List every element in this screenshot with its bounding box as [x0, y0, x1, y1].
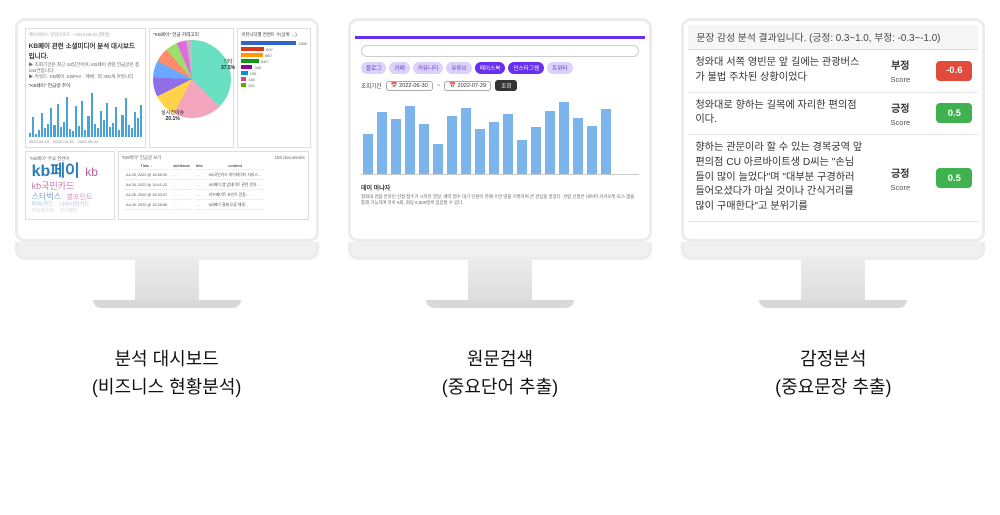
score-badge: 0.5	[936, 103, 972, 123]
bars-chart	[29, 89, 142, 139]
hbar-title: 커뮤니티별 컨텐트 수(상위 …)	[241, 32, 307, 38]
cloud-word: kb	[85, 166, 98, 180]
pie-label: 기타37.5%	[221, 58, 235, 71]
dash-bullet: ▶ 키워드: KB페이, KBPAY · 매체 : 약 300개 커뮤니티	[29, 74, 142, 80]
dash-bullet: ▶ 조회기간은 최근 18일간이며, KB페이 관련 언급글은 총 183건입니…	[29, 62, 142, 74]
date-to[interactable]: 📅 2022-07-29	[444, 81, 491, 91]
table-row[interactable]: Jul 28, 2022 @ 15:41:22……KB페이 앱 업데이트 관련 …	[124, 182, 264, 190]
tag-커뮤니티[interactable]: 커뮤니티	[413, 62, 444, 74]
cloud-word: 리브메이트	[32, 209, 55, 215]
table-col[interactable]: title	[194, 163, 205, 170]
section-title: 데이 마냐자	[361, 183, 639, 192]
search-input[interactable]	[361, 45, 639, 57]
sentiment-row: 청와대 서쪽 영빈문 앞 길에는 관광버스가 불법 주차된 상황이었다부정Sco…	[688, 50, 978, 93]
pie-label: 실시간이슈20.1%	[161, 109, 184, 122]
date-range: 조회기간📅 2022-06-30~📅 2022-07-29조회	[361, 80, 639, 91]
word-cloud: "KB페이" 주요 연관어kb페이 kb kb국민카드 스타벅스 별포인트 비씨…	[25, 151, 115, 220]
app-header	[355, 25, 645, 39]
sentiment-score: 부정Score	[870, 50, 930, 92]
score-badge: -0.6	[936, 61, 972, 81]
monitor-search: 블로그카페커뮤니티유튜브페이스북인스타그램트위터조회기간📅 2022-06-30…	[348, 18, 652, 402]
tag-트위터[interactable]: 트위터	[547, 62, 572, 74]
source-tags: 블로그카페 커뮤니티유튜브 페이스북인스타그램트위터	[361, 62, 639, 74]
caption-1-l1: 분석 대시보드	[114, 349, 218, 369]
table-row[interactable]: Jul 28, 2022 @ 15:33:07……리브메이트 포인트 전환…	[124, 192, 264, 200]
cloud-word: kb국민카드	[32, 181, 75, 191]
caption-3-l2: (중요문장 추출)	[775, 377, 891, 397]
sentiment-text: 향하는 관문이라 할 수 있는 경복궁역 앞 편의점 CU 아르바이트생 D씨는…	[688, 135, 870, 221]
table-col[interactable]: siteName	[171, 163, 192, 170]
sentiment-label: 부정	[891, 57, 909, 72]
monitor-dashboard: 페이서비스 일일리포트 ~ 2022-05-02 [매일] KB페이 관련 소셜미…	[15, 18, 319, 402]
caption-3-l1: 감정분석	[800, 349, 866, 369]
dash-title: KB페이 관련 소셜미디어 분석 대시보드 입니다.	[29, 40, 142, 60]
sentiment-label: 긍정	[891, 165, 909, 180]
pie-title: "KB페이" 언급 카테고리	[153, 32, 230, 38]
sentiment-score: 긍정Score	[870, 135, 930, 221]
cloud-word: kb페이	[32, 163, 80, 181]
sentiment-text: 청와대 서쪽 영빈문 앞 길에는 관광버스가 불법 주차된 상황이었다	[688, 50, 870, 92]
tag-유튜브[interactable]: 유튜브	[446, 62, 471, 74]
sentiment-score: 긍정Score	[870, 93, 930, 135]
section-paragraph: 청와대 관람 온라인 신청 접수가 시작된 첫날, 예약 접수 대기 인원이 한…	[361, 194, 639, 205]
sentiment-note: 문장 감성 분석 결과입니다. (긍정: 0.3~1.0, 부정: -0.3~-…	[688, 25, 978, 50]
score-badge: 0.5	[936, 168, 972, 188]
monitor-sentiment: 문장 감성 분석 결과입니다. (긍정: 0.3~1.0, 부정: -0.3~-…	[681, 18, 985, 402]
tag-카페[interactable]: 카페	[389, 62, 409, 74]
search-button[interactable]: 조회	[495, 80, 517, 91]
date-from[interactable]: 📅 2022-06-30	[386, 81, 433, 91]
pie-chart: 기타37.5%실시간이슈20.1%	[153, 40, 231, 118]
cloud-word: 스타벅스	[32, 192, 61, 201]
bars-xaxis: 2022-04-192022-04-252022-05-01	[29, 139, 142, 144]
tag-페이스북[interactable]: 페이스북	[475, 62, 506, 74]
caption-1-l2: (비즈니스 현황분석)	[92, 377, 241, 397]
sentiment-row: 청와대로 향하는 길목에 자리한 편의점이다.긍정Score 0.5	[688, 93, 978, 136]
hbar-row: 140	[241, 82, 307, 88]
dash-header: 페이서비스 일일리포트 ~ 2022-05-02 [매일]	[29, 32, 142, 38]
tag-인스타그램[interactable]: 인스타그램	[508, 62, 544, 74]
sentiment-text: 청와대로 향하는 길목에 자리한 편의점이다.	[688, 93, 870, 135]
table-row[interactable]: Jul 28, 2022 @ 15:28:55……KB페이 결제 오류 해결…	[124, 202, 264, 210]
cloud-word: D사페이	[60, 209, 77, 215]
sentiment-label: 긍정	[891, 100, 909, 115]
tag-블로그[interactable]: 블로그	[361, 62, 386, 74]
caption-2-l1: 원문검색	[467, 349, 533, 369]
doc-table: "KB페이" 언급글 보기183 documentsTime ↓siteName…	[118, 151, 309, 220]
table-col[interactable]: content	[207, 163, 264, 170]
table-row[interactable]: Jul 28, 2022 @ 15:45:09……KB국민카드 마이데이터 서비…	[124, 172, 264, 180]
caption-2-l2: (중요단어 추출)	[442, 377, 558, 397]
sentiment-row: 향하는 관문이라 할 수 있는 경복궁역 앞 편의점 CU 아르바이트생 D씨는…	[688, 135, 978, 222]
table-col[interactable]: Time ↓	[124, 163, 169, 170]
freq-chart	[361, 95, 639, 175]
